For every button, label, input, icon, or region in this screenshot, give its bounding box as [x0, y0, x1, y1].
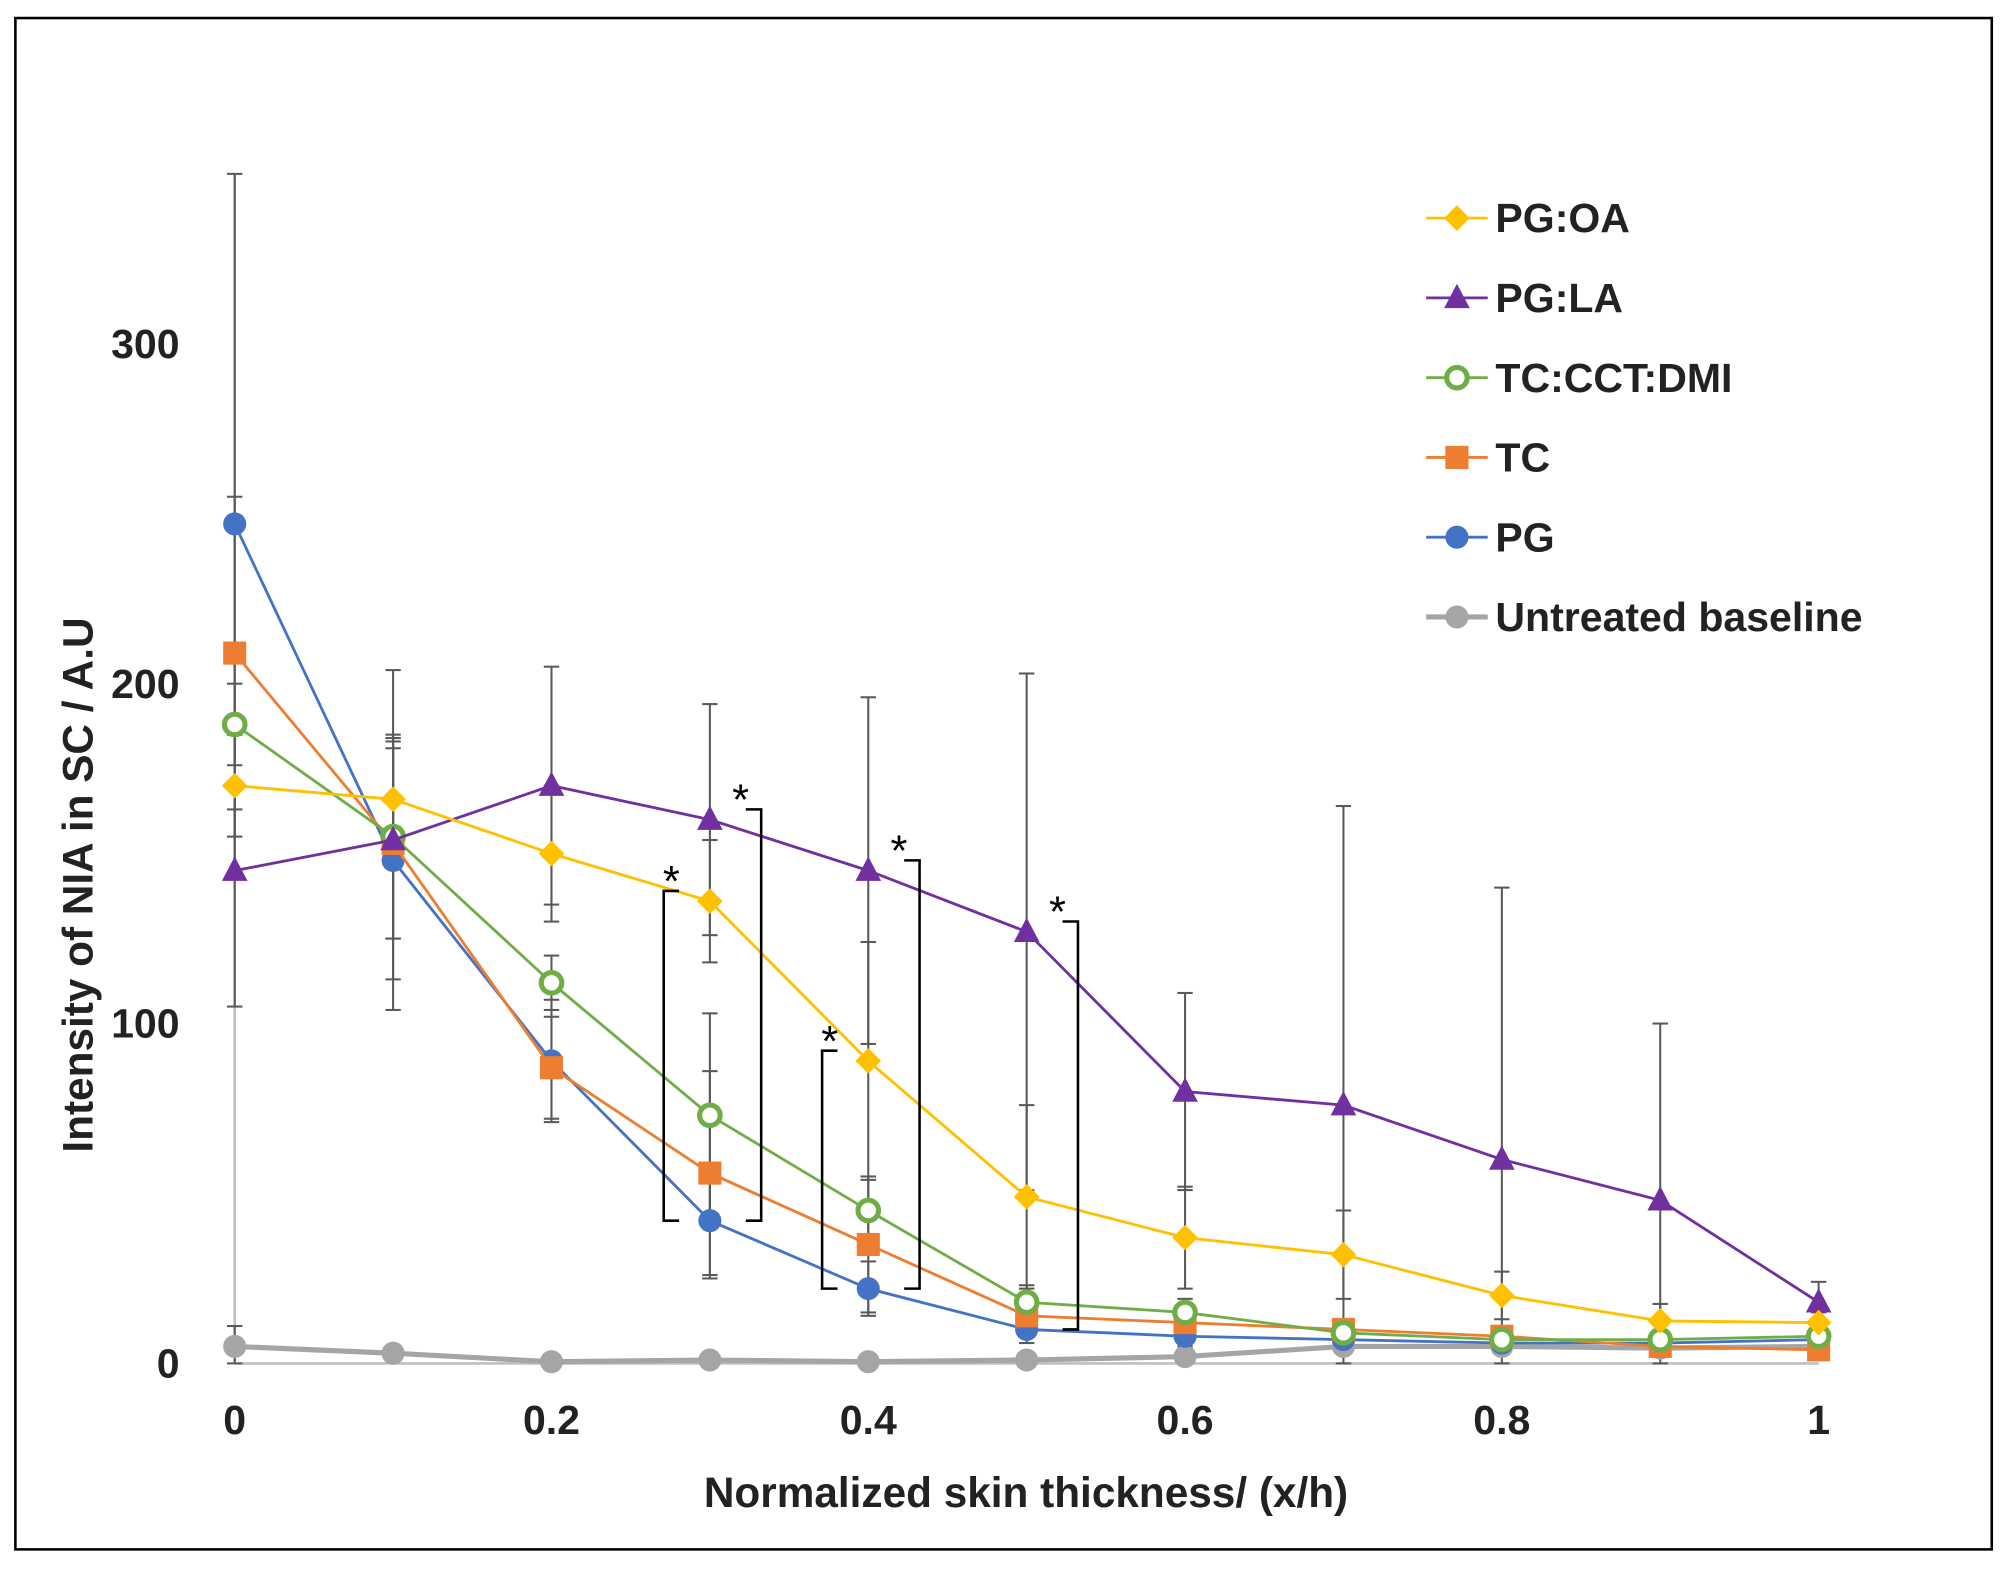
data-point-tc-cct-dmi	[1489, 1326, 1515, 1353]
data-point-pg-oa	[697, 888, 723, 915]
legend-label-tc: TC	[1495, 435, 1550, 481]
data-point-pg-oa	[221, 772, 248, 799]
data-point-tc-cct-dmi	[221, 711, 248, 738]
data-point-pg-la	[221, 856, 248, 881]
legend-label-untreated-baseline: Untreated baseline	[1495, 594, 1862, 640]
data-point-pg-la	[1172, 1077, 1198, 1102]
data-point-untreated-baseline	[381, 1341, 405, 1365]
data-point-pg-la	[697, 805, 723, 830]
data-point-tc-cct-dmi	[1330, 1320, 1357, 1346]
data-point-tc-cct-dmi	[1013, 1289, 1040, 1316]
data-point-pg-oa	[538, 840, 565, 867]
data-point-tc-cct-dmi	[855, 1197, 882, 1224]
y-tick-label: 0	[157, 1341, 180, 1387]
significance-asterisk: *	[732, 776, 749, 824]
significance-asterisk: *	[663, 858, 680, 906]
data-point-untreated-baseline	[539, 1350, 564, 1374]
data-point-untreated-baseline	[856, 1350, 880, 1374]
legend-marker-tc-cct-dmi	[1444, 364, 1470, 391]
significance-bracket	[745, 808, 763, 1222]
data-point-pg-oa	[1805, 1309, 1832, 1336]
x-tick-label: 0.6	[1157, 1397, 1214, 1443]
data-point-tc	[539, 1056, 564, 1080]
axes: 0 100 200 300 0 0.2 0.4 0.6 0.8 1	[111, 173, 1830, 1443]
legend-marker-untreated-baseline	[1445, 605, 1469, 629]
y-tick-label: 300	[111, 321, 179, 367]
legend-label-pg-la: PG:LA	[1495, 275, 1623, 321]
legend: PG:OA PG:LA TC:CCT:DMI TC PG Untreated baseli…	[1426, 195, 1863, 640]
y-axis-label: Intensity of NIA in SC / A.U	[54, 617, 101, 1152]
data-point-pg-la	[1805, 1288, 1832, 1313]
data-point-tc	[856, 1232, 880, 1257]
significance-bracket	[820, 1049, 838, 1290]
data-point-tc-cct-dmi	[538, 969, 565, 996]
data-point-pg-la	[1013, 917, 1040, 943]
data-point-tc-cct-dmi	[1172, 1299, 1198, 1326]
legend-label-pg: PG	[1495, 514, 1554, 560]
data-point-tc	[223, 641, 247, 665]
x-tick-label: 1	[1807, 1397, 1830, 1443]
data-point-pg	[223, 512, 247, 536]
y-tick-label: 100	[111, 1001, 179, 1047]
data-point-untreated-baseline	[698, 1348, 722, 1372]
data-point-pg	[856, 1277, 880, 1301]
data-point-tc-cct-dmi	[697, 1102, 723, 1129]
significance-asterisk: *	[1049, 889, 1066, 937]
data-point-pg-la	[1489, 1145, 1515, 1170]
x-tick-label: 0	[223, 1397, 246, 1443]
chart-frame	[14, 16, 1994, 1551]
x-tick-label: 0.2	[523, 1397, 580, 1443]
data-point-untreated-baseline	[1015, 1348, 1039, 1372]
series-layer	[221, 512, 1832, 1374]
x-tick-label: 0.8	[1473, 1397, 1530, 1443]
significance-asterisk: *	[891, 827, 908, 875]
data-point-pg-la	[380, 825, 406, 851]
data-point-tc	[698, 1161, 722, 1185]
legend-label-pg-oa: PG:OA	[1495, 195, 1630, 241]
significance-bracket	[904, 859, 921, 1290]
data-point-pg-la	[1647, 1186, 1674, 1211]
significance-bracket	[662, 889, 680, 1222]
legend-marker-tc	[1445, 445, 1469, 469]
x-tick-label: 0.4	[840, 1397, 897, 1443]
y-tick-label: 200	[111, 661, 179, 707]
legend-label-tc-cct-dmi: TC:CCT:DMI	[1495, 355, 1732, 401]
data-point-pg-la	[538, 771, 565, 796]
data-point-pg	[698, 1209, 722, 1233]
legend-marker-pg	[1445, 525, 1469, 549]
significance-bracket	[1062, 920, 1080, 1331]
legend-marker-pg-la	[1444, 283, 1470, 309]
data-point-pg-la	[855, 856, 882, 881]
significance-asterisk: *	[821, 1018, 838, 1066]
data-point-untreated-baseline	[1173, 1345, 1197, 1369]
significance-annotations: * * * * *	[662, 776, 1080, 1331]
data-point-pg-la	[1330, 1091, 1357, 1116]
x-axis-label: Normalized skin thickness/ (x/h)	[704, 1469, 1348, 1516]
data-point-pg-oa	[1647, 1308, 1674, 1334]
data-point-untreated-baseline	[223, 1334, 247, 1358]
